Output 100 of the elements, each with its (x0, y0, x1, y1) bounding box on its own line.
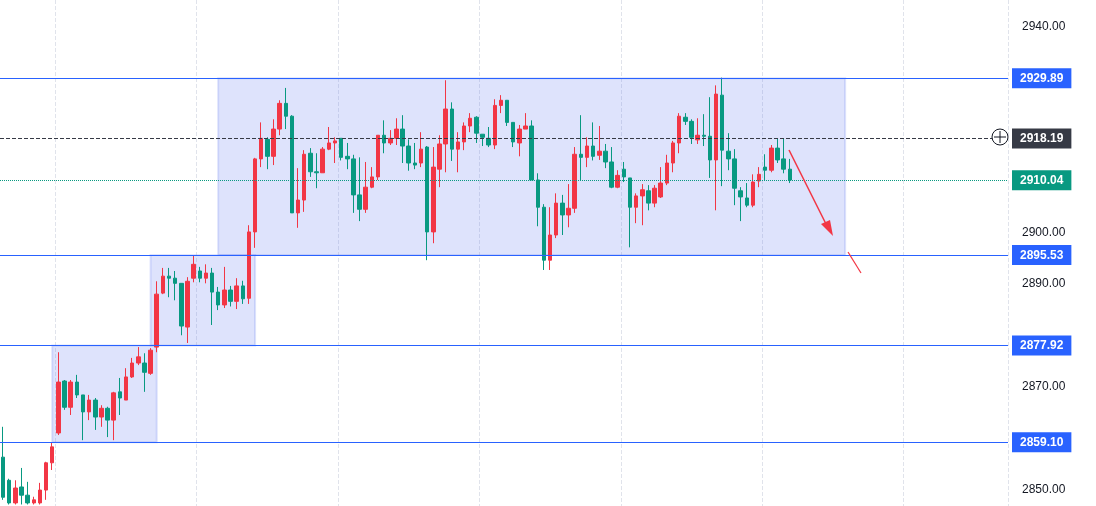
candlestick (302, 149, 306, 213)
candlestick (554, 192, 558, 239)
candlestick (105, 406, 110, 438)
candlestick (1, 426, 5, 501)
ref-line-label: 2877.92 (1020, 338, 1064, 353)
candlestick (511, 121, 515, 148)
candlestick (493, 98, 497, 150)
candlestick (695, 117, 700, 145)
candlestick (456, 131, 460, 173)
candlestick (394, 117, 399, 146)
candlestick (179, 282, 184, 336)
candlestick (38, 482, 42, 505)
ref-line-label: 2910.04 (1020, 173, 1064, 188)
candlestick (486, 126, 491, 148)
candlestick (702, 113, 706, 147)
candlestick (560, 194, 565, 236)
candlestick (87, 394, 91, 421)
candlestick (185, 276, 190, 344)
candlestick (216, 286, 220, 311)
candlestick (124, 367, 128, 401)
ref-line-label: 2929.89 (1020, 71, 1064, 86)
candlestick (204, 263, 208, 284)
y-tick-label: 2870.00 (1022, 379, 1066, 394)
candlestick (450, 101, 454, 162)
candlestick (597, 125, 602, 161)
candlestick (751, 173, 755, 208)
candlestick (548, 206, 552, 271)
candlestick (769, 144, 774, 173)
candlestick (370, 166, 374, 189)
candlestick (75, 374, 79, 399)
candlestick (585, 136, 589, 168)
candlestick (32, 496, 36, 505)
candlestick (591, 121, 595, 161)
candlestick (677, 112, 681, 154)
candlestick (542, 203, 546, 271)
candlestick (388, 129, 393, 146)
candlestick (665, 154, 669, 186)
candlestick (738, 186, 743, 222)
candlestick (296, 167, 300, 229)
candlestick (148, 347, 153, 376)
candlestick (130, 357, 134, 379)
ref-line-label: 2918.19 (1020, 131, 1064, 146)
candlestick (154, 280, 159, 353)
candlestick (167, 267, 171, 298)
candlestick (198, 266, 202, 283)
candlestick (646, 184, 651, 211)
candlestick (339, 137, 343, 161)
candlestick (222, 266, 227, 309)
candlestick (118, 377, 122, 416)
candlestick (462, 121, 466, 151)
ref-line-label: 2859.10 (1020, 435, 1064, 450)
candlestick (228, 285, 233, 307)
candlestick (191, 254, 196, 283)
candlestick (419, 131, 423, 168)
y-tick-label: 2850.00 (1022, 482, 1066, 497)
candlestick (708, 96, 712, 179)
candlestick (499, 94, 503, 114)
candlestick (62, 379, 67, 411)
candlestick (68, 379, 73, 416)
candlestick (93, 397, 98, 431)
candlestick (745, 182, 749, 208)
candlestick (363, 161, 368, 214)
candlestick (210, 267, 214, 326)
candlestick (161, 267, 165, 295)
y-tick-label: 2900.00 (1022, 224, 1066, 239)
candlestick (173, 270, 177, 301)
candlestick (136, 346, 141, 366)
candlestick (13, 479, 18, 505)
candlestick (50, 442, 54, 471)
candlestick (247, 224, 251, 305)
candlestick (640, 183, 645, 226)
candlestick (505, 99, 509, 127)
candlestick (56, 351, 61, 436)
y-tick-label: 2940.00 (1022, 19, 1066, 34)
ref-line-label: 2895.53 (1020, 247, 1064, 262)
candlestick (757, 166, 761, 188)
candlestick (376, 134, 380, 181)
candlestick (99, 404, 104, 428)
candlestick (259, 121, 263, 168)
candlestick (615, 169, 620, 189)
candlestick (382, 119, 386, 154)
candlestick (413, 142, 417, 170)
candlestick (320, 146, 325, 174)
candlestick (480, 133, 485, 147)
candlestick (284, 87, 288, 130)
candlestick (44, 461, 48, 501)
candlestick (253, 157, 257, 249)
candlestick (7, 478, 11, 505)
y-tick-label: 2890.00 (1022, 276, 1066, 291)
candlestick (474, 115, 479, 144)
candlestick (111, 391, 116, 441)
candlestick (81, 394, 85, 441)
candlestick (234, 277, 239, 310)
candlestick (327, 126, 331, 151)
candlestick (265, 136, 270, 170)
candlestick (468, 112, 472, 133)
candlestick (142, 352, 147, 393)
candlestick (634, 192, 638, 224)
candlestick (671, 140, 675, 173)
candlestick (333, 136, 337, 164)
